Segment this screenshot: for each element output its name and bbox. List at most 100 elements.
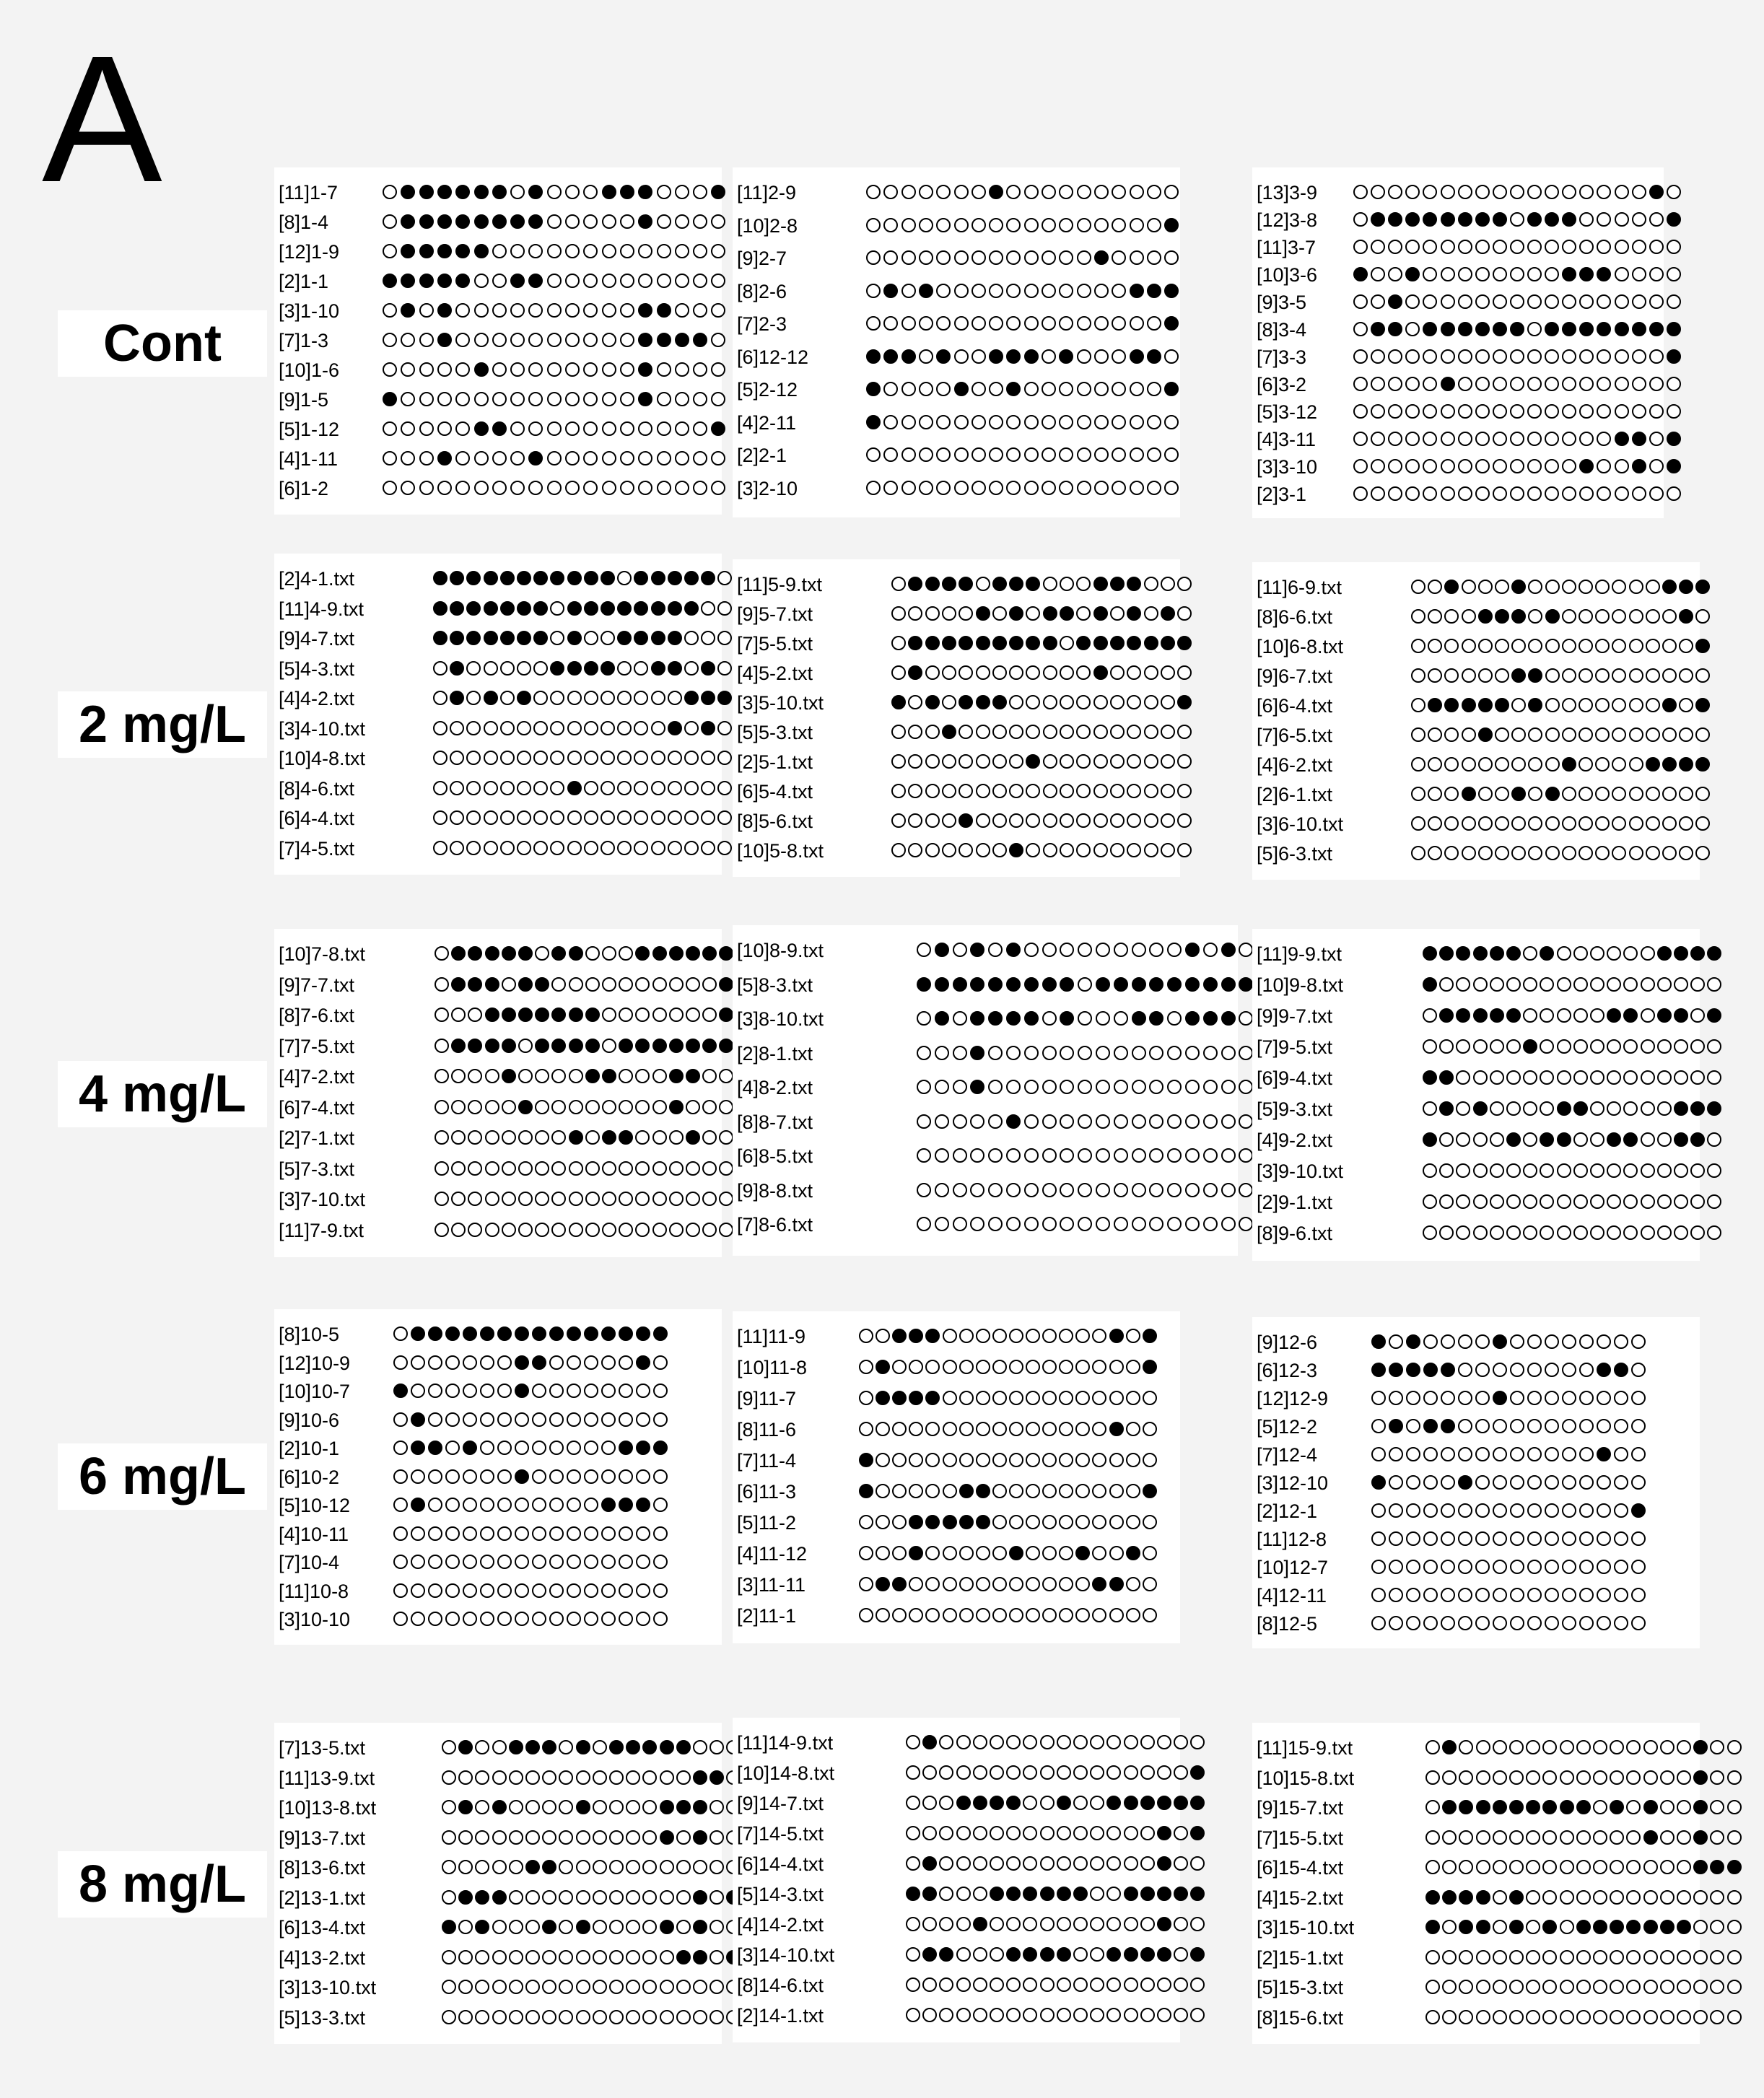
unmethylated-cpg: [535, 946, 550, 961]
unmethylated-cpg: [989, 414, 1004, 429]
unmethylated-cpg: [702, 1222, 717, 1237]
clone-row: [11]15-9.txt: [1252, 1736, 1742, 1760]
unmethylated-cpg: [891, 725, 906, 739]
unmethylated-cpg: [401, 333, 416, 347]
unmethylated-cpg: [1493, 1475, 1507, 1490]
clone-label: [8]7-6.txt: [279, 1005, 355, 1026]
clone-label: [3]10-10: [279, 1609, 351, 1630]
unmethylated-cpg: [942, 1577, 957, 1591]
unmethylated-cpg: [428, 1526, 442, 1541]
unmethylated-cpg: [401, 421, 416, 436]
clone-label: [6]12-3: [1257, 1360, 1318, 1381]
unmethylated-cpg: [551, 1161, 567, 1176]
unmethylated-cpg: [719, 1192, 734, 1206]
unmethylated-cpg: [1109, 665, 1125, 680]
unmethylated-cpg: [601, 631, 615, 645]
clone-label: [9]8-8.txt: [737, 1179, 813, 1202]
unmethylated-cpg: [542, 1800, 557, 1814]
unmethylated-cpg: [1439, 977, 1454, 992]
clone-label: [4]3-11: [1257, 429, 1317, 450]
cpg-track: [442, 1826, 743, 1850]
unmethylated-cpg: [1109, 754, 1125, 769]
unmethylated-cpg: [565, 392, 580, 406]
unmethylated-cpg: [1623, 1194, 1638, 1209]
unmethylated-cpg: [1631, 1363, 1646, 1377]
unmethylated-cpg: [1042, 1391, 1057, 1405]
cpg-track: [383, 388, 730, 412]
unmethylated-cpg: [550, 810, 565, 825]
unmethylated-cpg: [1506, 1070, 1521, 1085]
unmethylated-cpg: [936, 480, 951, 495]
unmethylated-cpg: [1042, 447, 1056, 462]
methylated-cpg: [567, 600, 582, 616]
unmethylated-cpg: [925, 725, 940, 739]
unmethylated-cpg: [483, 751, 498, 765]
unmethylated-cpg: [565, 451, 580, 466]
methylated-cpg: [551, 1038, 567, 1053]
unmethylated-cpg: [1106, 1856, 1122, 1871]
methylated-cpg: [638, 362, 653, 377]
unmethylated-cpg: [1042, 1045, 1057, 1060]
unmethylated-cpg: [1456, 1039, 1471, 1054]
unmethylated-cpg: [1561, 639, 1576, 653]
unmethylated-cpg: [1559, 1770, 1574, 1785]
methylated-cpg: [525, 1860, 540, 1874]
methylated-cpg: [411, 1441, 425, 1455]
methylated-cpg: [609, 1740, 624, 1754]
unmethylated-cpg: [709, 1740, 725, 1754]
unmethylated-cpg: [1542, 1830, 1558, 1845]
methylated-cpg: [515, 1384, 529, 1398]
cpg-track: [383, 447, 730, 471]
unmethylated-cpg: [1440, 294, 1455, 309]
unmethylated-cpg: [1112, 185, 1127, 199]
methylated-cpg: [1610, 1920, 1625, 1934]
clone-label: [7]12-4: [1257, 1444, 1318, 1466]
unmethylated-cpg: [532, 1441, 546, 1455]
unmethylated-cpg: [908, 754, 923, 769]
clone-label: [2]13-1.txt: [279, 1887, 366, 1909]
unmethylated-cpg: [693, 244, 708, 258]
unmethylated-cpg: [1523, 977, 1538, 992]
methylated-cpg: [492, 1889, 507, 1905]
clone-row: [3]6-10.txt: [1252, 812, 1711, 836]
methylated-cpg: [585, 1008, 600, 1022]
unmethylated-cpg: [1597, 1503, 1611, 1518]
unmethylated-cpg: [1597, 185, 1612, 199]
unmethylated-cpg: [1059, 1546, 1074, 1560]
unmethylated-cpg: [684, 631, 699, 645]
methylated-cpg: [668, 946, 684, 961]
unmethylated-cpg: [1489, 1101, 1504, 1116]
methylated-cpg: [1475, 1800, 1490, 1814]
unmethylated-cpg: [1545, 404, 1560, 419]
unmethylated-cpg: [971, 283, 986, 298]
methylated-cpg: [1477, 698, 1493, 712]
unmethylated-cpg: [684, 780, 699, 795]
unmethylated-cpg: [992, 1515, 1007, 1529]
unmethylated-cpg: [635, 1099, 650, 1114]
unmethylated-cpg: [1140, 1826, 1155, 1840]
unmethylated-cpg: [936, 185, 951, 199]
unmethylated-cpg: [992, 725, 1007, 739]
clone-row: [7]8-6.txt: [733, 1212, 1254, 1237]
methylated-cpg: [1056, 1947, 1071, 1962]
clone-row: [10]8-9.txt: [733, 938, 1254, 963]
methylated-cpg: [1059, 349, 1074, 364]
unmethylated-cpg: [1406, 1447, 1420, 1461]
unmethylated-cpg: [952, 1045, 967, 1060]
unmethylated-cpg: [1614, 1560, 1628, 1574]
clone-label: [11]1-7: [279, 182, 339, 204]
methylated-cpg: [1093, 606, 1108, 621]
unmethylated-cpg: [1442, 1770, 1457, 1785]
unmethylated-cpg: [1026, 1360, 1040, 1374]
unmethylated-cpg: [1612, 816, 1627, 831]
clone-row: [7]2-3: [733, 312, 1180, 336]
methylated-cpg: [1146, 283, 1161, 298]
unmethylated-cpg: [1461, 639, 1476, 653]
methylated-cpg: [1477, 727, 1493, 742]
unmethylated-cpg: [892, 1515, 907, 1529]
unmethylated-cpg: [1458, 1334, 1472, 1349]
clone-row: [3]15-10.txt: [1252, 1915, 1742, 1940]
unmethylated-cpg: [1442, 1860, 1457, 1874]
unmethylated-cpg: [1177, 843, 1192, 857]
unmethylated-cpg: [1477, 757, 1493, 772]
